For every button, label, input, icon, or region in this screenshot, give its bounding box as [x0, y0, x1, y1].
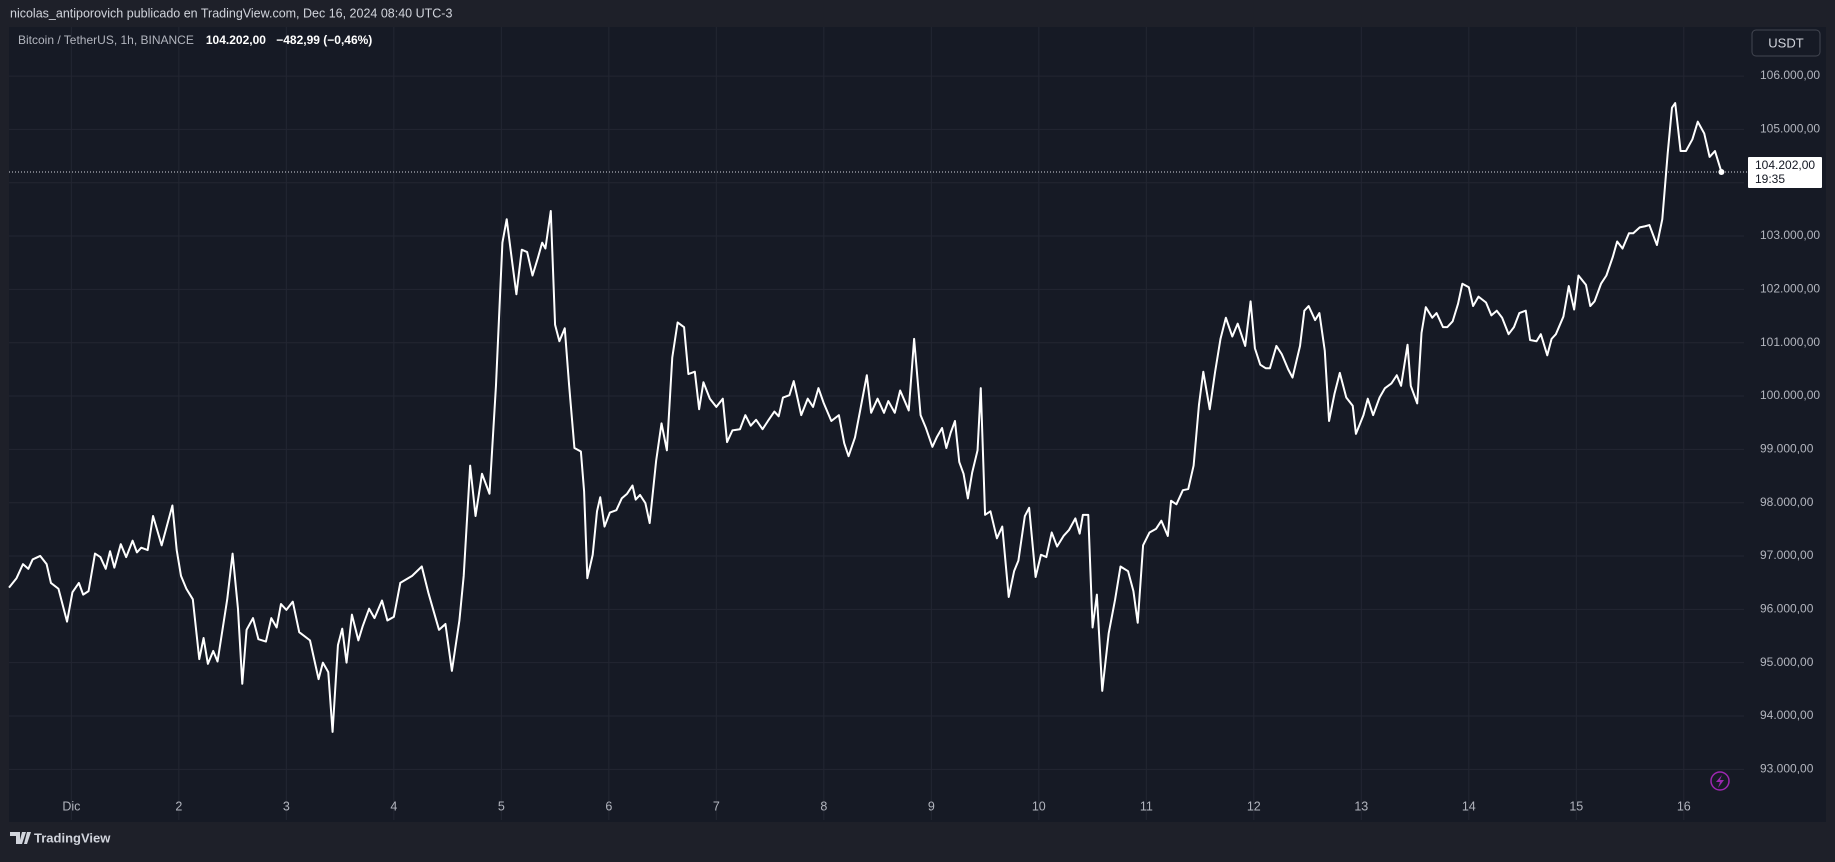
x-tick-label: Dic — [62, 799, 80, 813]
y-tick-label: 97.000,00 — [1760, 548, 1814, 562]
x-tick-label: 8 — [820, 799, 827, 813]
brand-logo — [10, 832, 31, 844]
brand: TradingView — [34, 830, 111, 845]
x-tick-label: 15 — [1569, 799, 1583, 813]
y-tick-label: 94.000,00 — [1760, 708, 1814, 722]
x-tick-label: 11 — [1140, 799, 1153, 813]
price-line — [8, 102, 1723, 733]
change: −482,99 (−0,46%) — [276, 33, 372, 47]
x-tick-label: 4 — [390, 799, 397, 813]
last-price-label: 104.202,00 — [1755, 158, 1815, 172]
lightning-icon[interactable] — [1710, 771, 1730, 791]
x-tick-label: 12 — [1247, 799, 1261, 813]
x-tick-label: 13 — [1354, 799, 1368, 813]
attribution: nicolas_antiporovich publicado en Tradin… — [10, 6, 452, 20]
chart-title: Bitcoin / TetherUS, 1h, BINANCE — [18, 33, 194, 47]
icon-bolt — [1716, 775, 1724, 788]
last-value: 104.202,00 — [206, 33, 266, 47]
y-tick-label: 105.000,00 — [1760, 122, 1820, 136]
currency-button[interactable] — [1751, 29, 1821, 57]
y-tick-label: 99.000,00 — [1760, 442, 1814, 456]
x-tick-label: 5 — [498, 799, 505, 813]
x-tick-label: 3 — [283, 799, 290, 813]
y-tick-label: 101.000,00 — [1760, 335, 1820, 349]
x-tick-label: 14 — [1462, 799, 1476, 813]
y-tick-label: 103.000,00 — [1760, 228, 1820, 242]
x-tick-label: 7 — [713, 799, 720, 813]
plot: 93.000,00 94.000,00 95.000,00 96.000,00 97.0… — [8, 27, 1822, 820]
x-tick-label: 16 — [1677, 799, 1691, 813]
y-tick-label: 98.000,00 — [1760, 495, 1814, 509]
y-tick-label: 100.000,00 — [1760, 388, 1820, 402]
y-tick-label: 106.000,00 — [1760, 68, 1820, 82]
x-tick-label: 10 — [1032, 799, 1046, 813]
x-tick-label: 2 — [175, 799, 182, 813]
y-tick-label: 96.000,00 — [1760, 602, 1814, 616]
chart-pane — [9, 27, 1826, 822]
last-point — [1718, 168, 1725, 175]
icon-ring — [1710, 771, 1730, 791]
y-tick-label: 93.000,00 — [1760, 762, 1814, 776]
x-tick-label: 6 — [605, 799, 612, 813]
y-tick-label: 95.000,00 — [1760, 655, 1814, 669]
y-tick-label: 102.000,00 — [1760, 282, 1820, 296]
logo-mark — [10, 832, 31, 844]
countdown: 19:35 — [1755, 172, 1785, 186]
x-tick-label: 9 — [928, 799, 935, 813]
currency[interactable]: USDT — [1768, 35, 1803, 50]
last-price-box — [1748, 156, 1822, 188]
